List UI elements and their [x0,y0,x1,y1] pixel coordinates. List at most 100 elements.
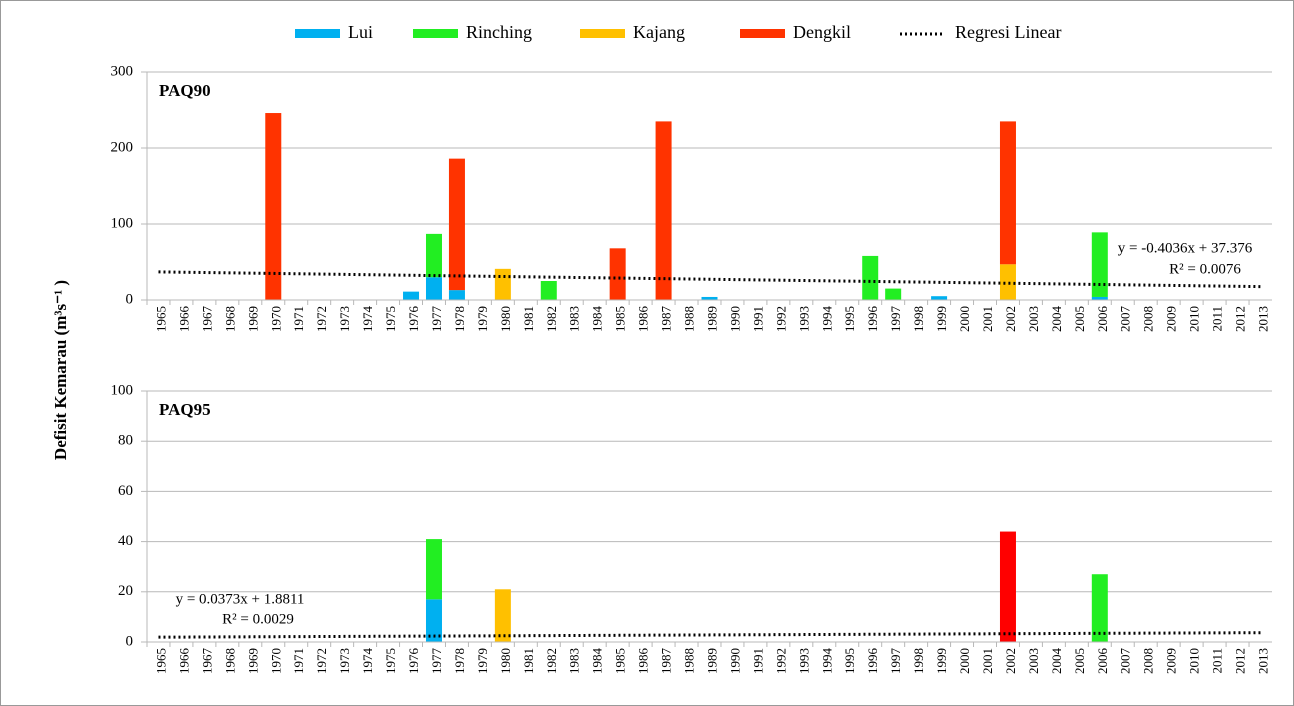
x-tick-label: 1984 [590,306,605,333]
legend-swatch [413,29,458,38]
bar [931,296,948,300]
bar [540,281,557,300]
x-tick-label: 1997 [888,648,903,675]
x-tick-label: 1992 [773,648,788,674]
x-tick-label: 1977 [429,648,444,675]
x-tick-label: 1972 [314,306,329,332]
x-tick-label: 1975 [383,306,398,332]
x-tick-label: 2005 [1072,648,1087,674]
legend-swatch [295,29,340,38]
x-tick-label: 1971 [291,648,306,674]
bar [999,531,1016,642]
bar [448,290,465,300]
x-tick-label: 1980 [498,306,513,332]
y-tick-label: 0 [126,633,134,649]
bar [862,255,879,300]
x-tick-label: 1998 [911,648,926,674]
x-tick-label: 1986 [636,306,651,333]
x-tick-label: 2010 [1187,648,1202,674]
y-tick-label: 20 [118,583,133,599]
x-tick-label: 1969 [245,306,260,332]
x-tick-label: 2013 [1256,648,1271,674]
x-tick-label: 1995 [842,648,857,674]
x-tick-label: 1965 [153,306,168,332]
x-tick-label: 1974 [360,306,375,333]
x-tick-label: 1991 [750,306,765,332]
x-tick-label: 1981 [521,306,536,332]
x-tick-label: 1994 [819,648,834,675]
x-tick-label: 2012 [1233,306,1248,332]
x-tick-label: 1983 [567,648,582,674]
x-tick-label: 1984 [590,648,605,675]
x-tick-label: 1985 [613,306,628,332]
x-tick-label: 2006 [1095,306,1110,333]
legend-label: Lui [348,22,373,42]
panel-title: PAQ95 [159,400,211,419]
x-tick-label: 1995 [842,306,857,332]
legend-label: Rinching [466,22,532,42]
x-tick-label: 1990 [727,306,742,332]
x-tick-label: 1998 [911,306,926,332]
x-tick-label: 1966 [176,306,191,333]
x-tick-label: 2005 [1072,306,1087,332]
x-tick-label: 1965 [153,648,168,674]
x-tick-label: 2013 [1256,306,1271,332]
x-tick-label: 1969 [245,648,260,674]
x-tick-label: 1981 [521,648,536,674]
x-tick-label: 1993 [796,648,811,674]
x-tick-label: 1996 [865,306,880,333]
trend-r2: R² = 0.0076 [1169,261,1241,277]
x-tick-label: 2007 [1118,648,1133,675]
x-tick-label: 2001 [980,648,995,674]
x-tick-label: 1978 [452,648,467,674]
bar [1091,232,1108,297]
x-tick-label: 1985 [613,648,628,674]
x-tick-label: 2002 [1003,648,1018,674]
y-tick-label: 60 [118,483,133,499]
x-tick-label: 1987 [659,306,674,333]
bar [494,589,511,642]
trend-equation: y = -0.4036x + 37.376 [1118,240,1253,256]
x-tick-label: 1967 [199,306,214,333]
legend-label: Kajang [633,22,685,42]
x-tick-label: 2009 [1164,306,1179,332]
bar [1091,296,1108,300]
y-tick-label: 40 [118,533,133,549]
x-tick-label: 1968 [222,648,237,674]
bar [999,121,1016,265]
legend-swatch [740,29,785,38]
x-tick-label: 1994 [819,306,834,333]
trend-r2: R² = 0.0029 [222,611,294,627]
bar [701,296,718,300]
x-tick-label: 1968 [222,306,237,332]
x-tick-label: 1967 [199,648,214,675]
bar [609,248,626,300]
x-tick-label: 2010 [1187,306,1202,332]
bar [425,599,442,642]
x-tick-label: 2002 [1003,306,1018,332]
x-tick-label: 1973 [337,648,352,674]
x-tick-label: 2008 [1141,306,1156,332]
x-tick-label: 1976 [406,306,421,333]
bar [999,264,1016,300]
x-tick-label: 2003 [1026,648,1041,674]
x-tick-label: 1966 [176,648,191,675]
x-tick-label: 1980 [498,648,513,674]
x-tick-label: 1973 [337,306,352,332]
x-tick-label: 1988 [682,648,697,674]
x-tick-label: 2006 [1095,648,1110,675]
x-tick-label: 1996 [865,648,880,675]
x-tick-label: 1989 [704,306,719,332]
y-tick-label: 200 [111,139,134,155]
x-tick-label: 1987 [659,648,674,675]
x-tick-label: 1978 [452,306,467,332]
bar [265,113,282,300]
x-tick-label: 2004 [1049,306,1064,333]
bar [655,121,672,301]
bar [494,268,511,300]
panel-title: PAQ90 [159,81,211,100]
x-tick-label: 1997 [888,306,903,333]
x-tick-label: 2009 [1164,648,1179,674]
x-tick-label: 1982 [544,648,559,674]
